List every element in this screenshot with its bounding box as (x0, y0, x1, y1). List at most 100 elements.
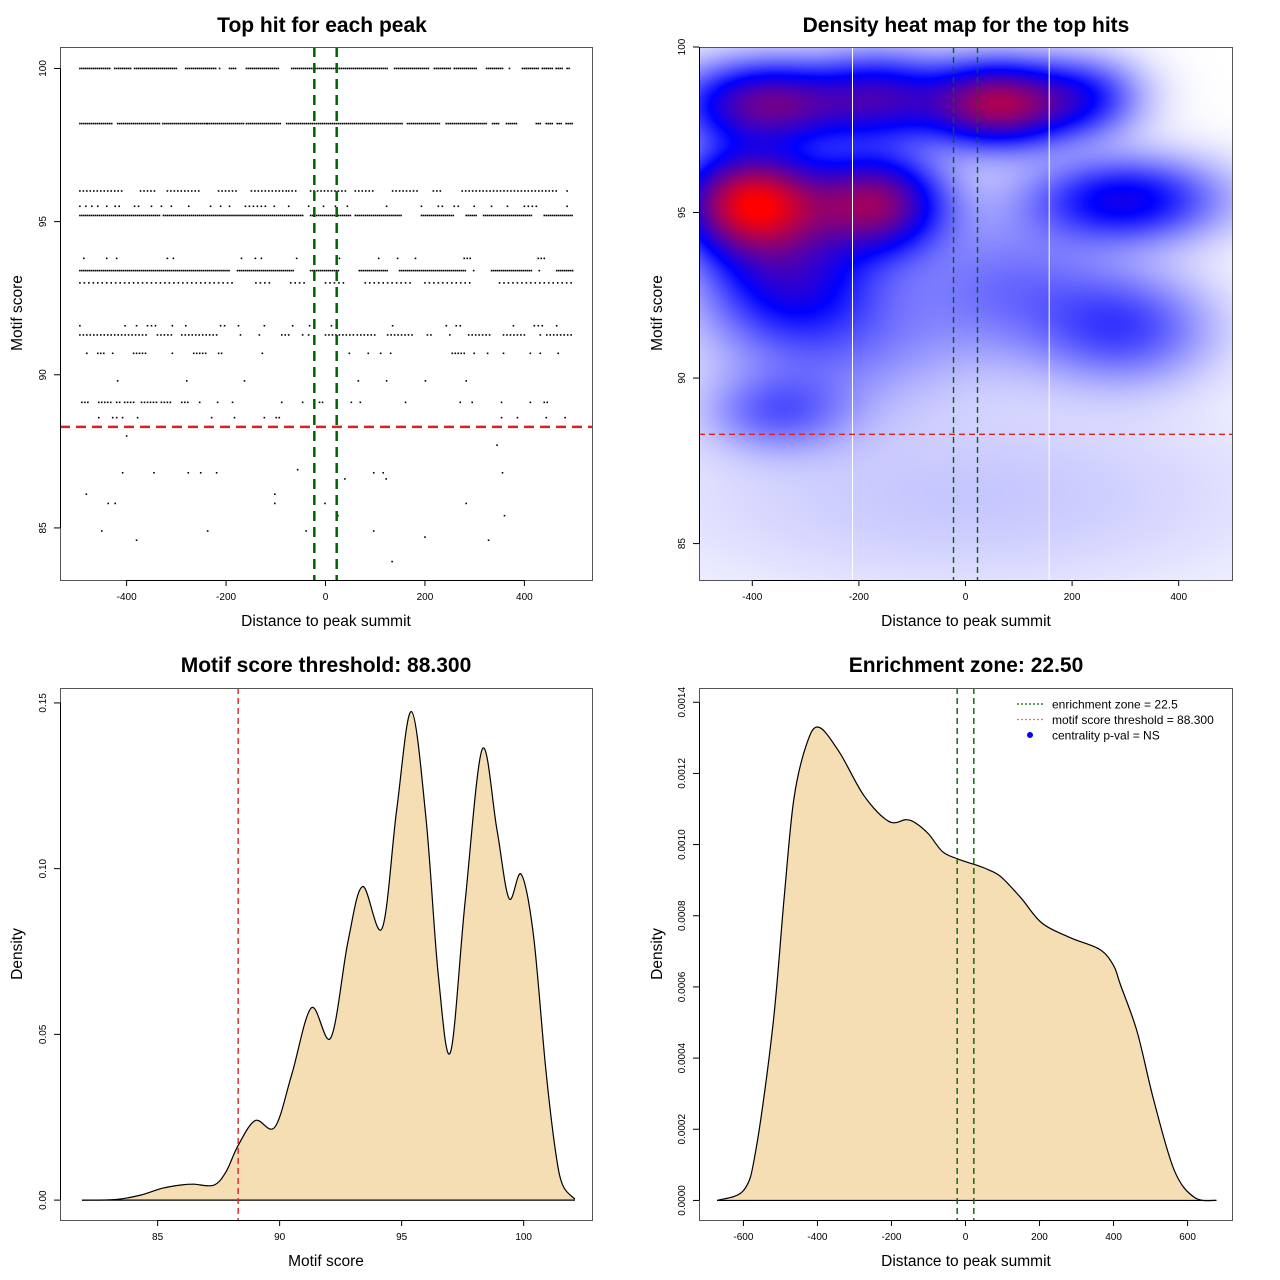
scatter-point (204, 214, 206, 217)
scatter-point (376, 214, 379, 217)
scatter-point (226, 282, 229, 284)
scatter-point (453, 205, 456, 208)
scatter-point (198, 269, 201, 272)
scatter-point (378, 269, 380, 272)
scatter-point (564, 416, 566, 419)
scatter-point (238, 122, 241, 125)
scatter-point (248, 269, 251, 272)
scatter-point (508, 269, 511, 272)
scatter-point (551, 67, 554, 70)
scatter-point (264, 205, 267, 208)
y-tick-label: 0.0002 (677, 1114, 688, 1145)
scatter-point (512, 214, 515, 217)
scatter-point (506, 190, 509, 192)
scatter-point (386, 334, 389, 336)
scatter-point (359, 122, 362, 125)
scatter-point (396, 257, 399, 260)
scatter-point (390, 334, 392, 336)
scatter-point (242, 122, 245, 125)
scatter-point (384, 214, 386, 217)
scatter-point (368, 269, 371, 272)
scatter-point (216, 214, 218, 217)
scatter-point (495, 67, 498, 70)
x-tick-label: 90 (274, 1232, 286, 1243)
scatter-point (280, 269, 283, 272)
scatter-point (502, 334, 505, 336)
scatter-point (329, 122, 332, 125)
scatter-point (318, 401, 321, 404)
scatter-point (559, 214, 561, 217)
scatter-point (87, 67, 89, 70)
scatter-point (397, 122, 399, 125)
scatter-point (341, 214, 344, 217)
scatter-point (538, 190, 540, 192)
scatter-point (110, 214, 113, 217)
scatter-point (246, 214, 248, 217)
scatter-point (172, 257, 175, 260)
scatter-point (362, 214, 365, 217)
scatter-point (560, 122, 562, 125)
scatter-point (219, 205, 222, 208)
scatter-point (323, 269, 326, 272)
scatter-point (200, 269, 203, 272)
scatter-point (371, 122, 374, 125)
scatter-point (498, 214, 501, 217)
scatter-point (457, 205, 460, 208)
scatter-point (496, 269, 499, 272)
scatter-point (360, 67, 363, 70)
scatter-point (401, 122, 403, 125)
scatter-point (192, 352, 195, 355)
scatter-point (439, 67, 442, 70)
scatter-point (450, 214, 453, 217)
scatter-point (343, 214, 346, 217)
scatter-point (355, 122, 358, 125)
y-tick-label: 95 (677, 207, 688, 219)
scatter-point (563, 214, 565, 217)
scatter-point (180, 214, 183, 217)
scatter-point (176, 122, 178, 125)
scatter-point (209, 205, 212, 208)
scatter-point (243, 380, 246, 382)
scatter-point (400, 214, 402, 217)
scatter-point (206, 269, 208, 272)
scatter-point (424, 122, 427, 125)
scatter-point (366, 269, 369, 272)
scatter-point (452, 214, 455, 217)
scatter-point (538, 282, 541, 284)
scatter-point (106, 269, 109, 272)
scatter-point (230, 67, 233, 70)
scatter-point (122, 122, 125, 125)
scatter-point (206, 122, 209, 125)
scatter-point (154, 122, 157, 125)
scatter-point (510, 190, 512, 192)
scatter-point (493, 122, 496, 125)
scatter-point (164, 269, 167, 272)
scatter-point (386, 214, 388, 217)
scatter-point (155, 67, 158, 70)
scatter-point (137, 67, 140, 70)
scatter-point (404, 269, 407, 272)
scatter-point (416, 190, 418, 192)
scatter-point (354, 190, 357, 192)
scatter-point (462, 269, 465, 272)
reference-lines (699, 47, 1232, 580)
scatter-point (567, 214, 569, 217)
scatter-point (167, 334, 169, 336)
scatter-point (304, 67, 307, 70)
scatter-point (105, 282, 108, 284)
scatter-point (117, 334, 119, 336)
scatter-point (258, 269, 261, 272)
scatter-point (132, 269, 135, 272)
scatter-point (563, 334, 565, 336)
scatter-point (535, 67, 538, 70)
scatter-point (114, 282, 117, 284)
scatter-point (295, 257, 298, 260)
scatter-point (262, 214, 264, 217)
scatter-point (455, 122, 458, 125)
scatter-point (319, 269, 322, 272)
scatter-point (231, 401, 234, 404)
scatter-point (465, 502, 468, 505)
scatter-point (263, 416, 266, 419)
scatter-point (294, 282, 296, 284)
scatter-point (432, 122, 435, 125)
